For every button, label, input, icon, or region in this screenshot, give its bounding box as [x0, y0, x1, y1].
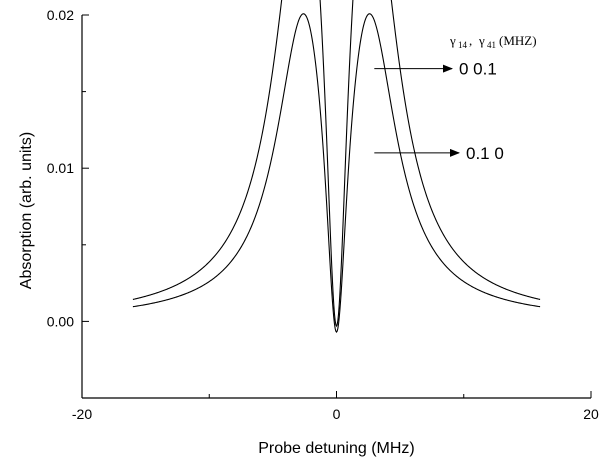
- curves: [132, 0, 541, 334]
- legend-gamma-14-subscript: 14: [458, 40, 468, 50]
- legend-gamma-41-symbol: γ: [478, 33, 485, 48]
- x-tick-label: 20: [583, 406, 599, 422]
- annotation-label-2: 0.1 0: [466, 144, 504, 163]
- y-tick-label: 0.02: [47, 7, 74, 23]
- legend-unit: (MHZ): [499, 33, 537, 48]
- annotation-label-1: 0 0.1: [459, 60, 497, 79]
- x-tick-label: -20: [72, 406, 92, 422]
- legend-separator: ,: [469, 33, 472, 48]
- series-line-1: [132, 0, 541, 328]
- annotations: 0 0.1 0.1 0: [374, 60, 504, 163]
- legend-gamma-14-symbol: γ: [449, 33, 456, 48]
- legend-gamma-41-subscript: 41: [487, 40, 496, 50]
- x-axis-title: Probe detuning (MHz): [258, 440, 415, 457]
- y-axis-title: Absorption (arb. units): [18, 132, 35, 289]
- series-line-2: [132, 13, 541, 334]
- legend-header: γ 14 , γ 41 (MHZ): [449, 33, 537, 50]
- x-tick-label: 0: [333, 406, 341, 422]
- y-tick-label: 0.00: [47, 313, 74, 329]
- axes: -20 0 20 0.00 0.01 0.02: [47, 7, 599, 422]
- y-tick-label: 0.01: [47, 160, 74, 176]
